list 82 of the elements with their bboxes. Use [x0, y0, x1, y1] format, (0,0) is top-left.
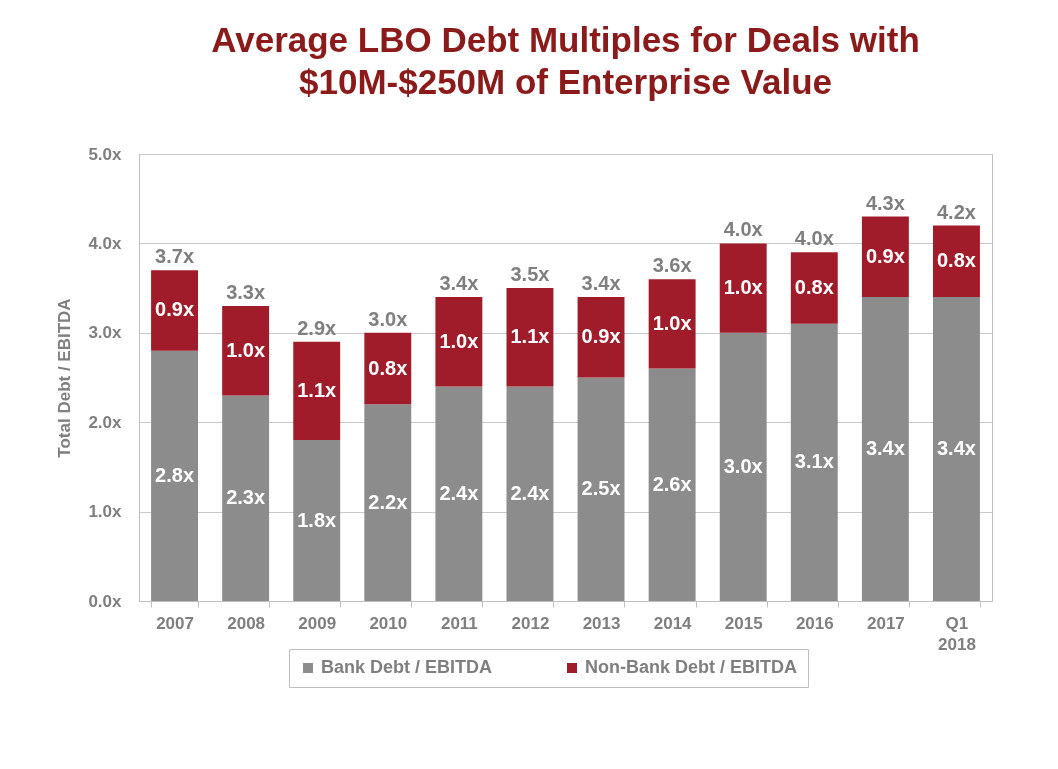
data-label: 3.0x [723, 454, 763, 477]
bar [222, 395, 270, 601]
total-label: 4.0x [794, 227, 834, 250]
bar [790, 252, 838, 324]
x-tick-label: 2014 [653, 613, 693, 633]
y-tick-label: 1.0x [88, 502, 123, 522]
bar [506, 288, 554, 387]
x-tick-label: 2017 [866, 613, 905, 633]
chart-title: Average LBO Debt Multiples for Deals with $10M-$250M of Enterprise Value [211, 20, 920, 101]
bar [151, 350, 198, 601]
bar [861, 297, 909, 601]
bar [933, 225, 980, 298]
x-tick-label: Q1 2018 [938, 613, 976, 654]
bar [577, 297, 625, 378]
total-label: 3.5x [510, 263, 550, 286]
total-label: 3.7x [155, 245, 195, 268]
x-tick-label: 2013 [582, 613, 621, 633]
data-label: 0.9x [155, 298, 195, 321]
bar [933, 297, 980, 601]
total-label: 3.4x [581, 272, 621, 295]
total-label: 4.3x [865, 191, 905, 214]
data-label: 0.9x [865, 244, 905, 267]
data-label: 1.1x [510, 325, 550, 348]
data-label: 2.4x [510, 481, 550, 504]
data-label: 2.2x [368, 490, 408, 513]
data-label: 1.0x [226, 338, 266, 361]
data-label: 3.4x [865, 437, 905, 460]
bar [648, 368, 696, 601]
bar [648, 279, 696, 369]
bar [577, 377, 625, 601]
data-label: 2.8x [155, 463, 195, 486]
y-axis-title: Total Debt / EBITDA [55, 298, 75, 458]
data-label: 1.1x [297, 378, 337, 401]
data-label: 1.0x [652, 311, 692, 334]
bar [435, 297, 483, 387]
data-label: 2.6x [652, 472, 692, 495]
x-tick-label: 2015 [724, 613, 763, 633]
data-label: 2.3x [226, 486, 266, 509]
y-tick-label: 2.0x [88, 412, 123, 432]
x-tick-label: 2012 [511, 613, 550, 633]
data-label: 0.8x [936, 249, 976, 272]
y-tick-label: 4.0x [88, 233, 123, 253]
data-label: 3.4x [936, 437, 976, 460]
x-tick-label: 2016 [795, 613, 834, 633]
data-label: 2.5x [581, 477, 621, 500]
x-tick-label: 2011 [440, 613, 478, 633]
data-label: 1.0x [439, 329, 479, 352]
y-tick-label: 3.0x [88, 323, 123, 343]
bar [506, 386, 554, 601]
data-label: 0.8x [368, 356, 408, 379]
data-label: 2.4x [439, 481, 479, 504]
data-label: 3.1x [794, 450, 834, 473]
y-tick-label: 0.0x [88, 591, 123, 611]
total-label: 3.3x [226, 280, 266, 303]
bar [364, 332, 412, 405]
bar [719, 332, 767, 601]
total-label: 4.2x [936, 200, 976, 223]
x-tick-label: 2009 [298, 613, 337, 633]
bar [364, 404, 412, 601]
total-label: 2.9x [297, 316, 337, 339]
total-label: 3.4x [439, 272, 479, 295]
data-label: 1.8x [297, 508, 337, 531]
x-tick-label: 2010 [369, 613, 408, 633]
total-label: 4.0x [723, 218, 763, 241]
x-tick-label: 2008 [227, 613, 266, 633]
total-label: 3.0x [368, 307, 408, 330]
x-tick-label: 2007 [156, 613, 194, 633]
y-tick-label: 5.0x [88, 144, 123, 164]
data-label: 0.9x [581, 325, 621, 348]
legend-label: Bank Debt / EBITDA [321, 657, 493, 677]
bar [861, 216, 909, 298]
data-label: 1.0x [723, 276, 763, 299]
bar [293, 341, 341, 441]
bar [790, 323, 838, 601]
bar [222, 305, 270, 396]
bar [151, 270, 198, 351]
legend-label: Non-Bank Debt / EBITDA [585, 657, 798, 677]
bar [435, 386, 483, 601]
bar [293, 440, 341, 601]
bar [719, 243, 767, 333]
total-label: 3.6x [652, 254, 692, 277]
data-label: 0.8x [794, 276, 834, 299]
